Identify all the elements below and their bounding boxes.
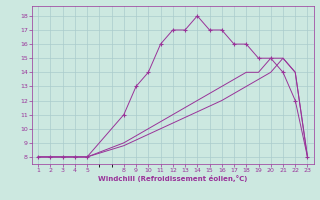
X-axis label: Windchill (Refroidissement éolien,°C): Windchill (Refroidissement éolien,°C) xyxy=(98,175,247,182)
